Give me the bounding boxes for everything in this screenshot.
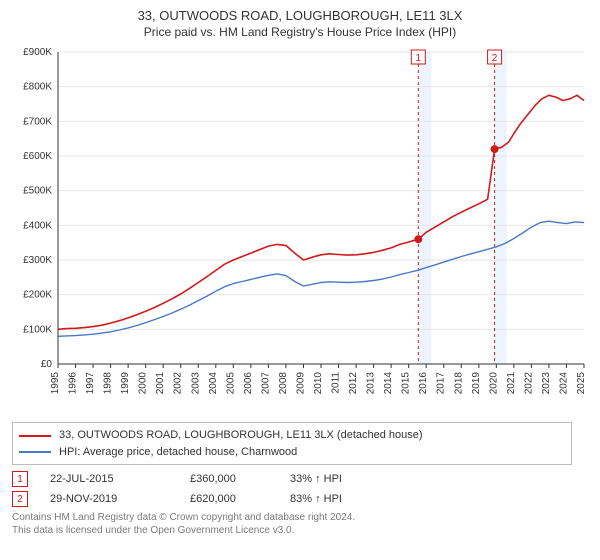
svg-text:2009: 2009	[295, 372, 306, 395]
chart-svg: £0 £100K £200K £300K £400K £500K £600K £700K £80…	[12, 46, 588, 416]
svg-text:2024: 2024	[558, 372, 569, 395]
svg-text:£500K: £500K	[23, 186, 52, 197]
svg-text:£100K: £100K	[23, 325, 52, 336]
footnote-line-2: This data is licensed under the Open Gov…	[12, 524, 588, 537]
svg-text:£400K: £400K	[23, 221, 52, 232]
svg-text:1996: 1996	[68, 372, 79, 395]
svg-text:2004: 2004	[208, 372, 219, 395]
marker-date: 22-JUL-2015	[50, 473, 190, 485]
svg-text:2010: 2010	[313, 372, 324, 395]
marker-price: £620,000	[190, 493, 290, 505]
svg-text:1997: 1997	[85, 372, 96, 395]
chart: £0 £100K £200K £300K £400K £500K £600K £700K £80…	[12, 46, 588, 416]
marker-price: £360,000	[190, 473, 290, 485]
svg-text:2021: 2021	[506, 372, 517, 395]
marker-row: 1 22-JUL-2015£360,00033% ↑ HPI	[12, 471, 588, 487]
marker-row: 2 29-NOV-2019£620,00083% ↑ HPI	[12, 491, 588, 507]
figure-container: 33, OUTWOODS ROAD, LOUGHBOROUGH, LE11 3L…	[0, 0, 600, 560]
svg-text:1995: 1995	[50, 372, 61, 395]
footnote: Contains HM Land Registry data © Crown c…	[12, 511, 588, 537]
svg-text:2008: 2008	[278, 372, 289, 395]
svg-text:2019: 2019	[471, 372, 482, 395]
svg-text:2020: 2020	[488, 372, 499, 395]
figure-subtitle: Price paid vs. HM Land Registry's House …	[12, 25, 588, 41]
transaction-markers: 1 22-JUL-2015£360,00033% ↑ HPI 2 29-NOV-201…	[12, 471, 588, 507]
legend-label: 33, OUTWOODS ROAD, LOUGHBOROUGH, LE11 3L…	[59, 427, 423, 444]
svg-text:2000: 2000	[138, 372, 149, 395]
svg-text:£700K: £700K	[23, 117, 52, 128]
legend-row: HPI: Average price, detached house, Char…	[19, 444, 565, 461]
svg-text:2013: 2013	[366, 372, 377, 395]
legend-swatch	[19, 451, 51, 453]
svg-text:2015: 2015	[401, 372, 412, 395]
legend-row: 33, OUTWOODS ROAD, LOUGHBOROUGH, LE11 3L…	[19, 427, 565, 444]
svg-text:£300K: £300K	[23, 255, 52, 266]
svg-text:2017: 2017	[436, 372, 447, 395]
legend-swatch	[19, 435, 51, 437]
figure-title: 33, OUTWOODS ROAD, LOUGHBOROUGH, LE11 3L…	[12, 8, 588, 25]
svg-text:2023: 2023	[541, 372, 552, 395]
footnote-line-1: Contains HM Land Registry data © Crown c…	[12, 511, 588, 524]
legend: 33, OUTWOODS ROAD, LOUGHBOROUGH, LE11 3L…	[12, 422, 572, 465]
svg-text:2007: 2007	[260, 372, 271, 395]
svg-text:2014: 2014	[383, 372, 394, 395]
svg-text:2025: 2025	[576, 372, 587, 395]
svg-text:£600K: £600K	[23, 151, 52, 162]
svg-text:2005: 2005	[225, 372, 236, 395]
legend-label: HPI: Average price, detached house, Char…	[59, 444, 297, 461]
svg-text:2003: 2003	[190, 372, 201, 395]
marker-delta: 33% ↑ HPI	[290, 473, 410, 485]
marker-delta: 83% ↑ HPI	[290, 493, 410, 505]
svg-text:2001: 2001	[155, 372, 166, 395]
svg-text:2: 2	[492, 53, 498, 64]
svg-text:2011: 2011	[331, 372, 342, 394]
svg-text:1: 1	[416, 53, 422, 64]
svg-text:2018: 2018	[453, 372, 464, 395]
svg-text:2022: 2022	[523, 372, 534, 395]
svg-text:2006: 2006	[243, 372, 254, 395]
marker-date: 29-NOV-2019	[50, 493, 190, 505]
svg-text:2002: 2002	[173, 372, 184, 395]
svg-text:£0: £0	[41, 359, 53, 370]
svg-text:£200K: £200K	[23, 290, 52, 301]
marker-badge: 2	[12, 491, 28, 507]
svg-text:£900K: £900K	[23, 47, 52, 58]
marker-badge: 1	[12, 471, 28, 487]
svg-text:1998: 1998	[103, 372, 114, 395]
svg-text:1999: 1999	[120, 372, 131, 395]
svg-text:2016: 2016	[418, 372, 429, 395]
svg-text:2012: 2012	[348, 372, 359, 395]
svg-text:£800K: £800K	[23, 82, 52, 93]
